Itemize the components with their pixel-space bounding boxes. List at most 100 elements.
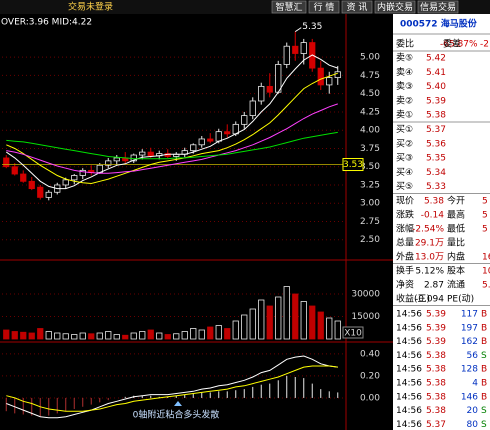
- order-label: 卖⑤: [396, 53, 413, 64]
- volume-bar: [122, 334, 129, 340]
- stat-value: 29.1万: [415, 239, 444, 249]
- trade-price: 5.38: [426, 379, 446, 389]
- y-tick-label: 4.50: [360, 89, 380, 99]
- trade-volume: 56: [467, 351, 479, 361]
- y-tick-label: 15000: [351, 312, 380, 322]
- trade-price: 5.39: [426, 337, 446, 347]
- volume-bar: [275, 296, 282, 340]
- y-tick-label: 3.00: [360, 199, 380, 209]
- summary-value: -65.87%: [440, 40, 478, 50]
- trade-price: 5.39: [426, 323, 446, 333]
- y-tick-label: 5.00: [360, 53, 380, 63]
- toolbar-button[interactable]: [341, 0, 373, 14]
- y-tick-label: 0.40: [360, 349, 380, 359]
- volume-bar: [11, 331, 18, 340]
- volume-bar: [300, 301, 307, 340]
- trade-time: 14:56: [396, 323, 422, 333]
- high-pointer: [294, 27, 302, 33]
- candle-body: [198, 138, 205, 146]
- order-label: 买②: [396, 138, 413, 149]
- toolbar-button-label[interactable]: 信易交易: [420, 1, 456, 13]
- y-tick-label: 3.50: [360, 162, 380, 172]
- trade-price: 5.38: [426, 392, 446, 402]
- volume-bar: [232, 320, 239, 340]
- candle-body: [28, 180, 35, 190]
- volume-bar: [283, 286, 290, 340]
- toolbar-button-label[interactable]: 行 情: [314, 1, 335, 13]
- candle-body: [147, 151, 154, 157]
- trade-side: B: [481, 379, 487, 389]
- trade-price: 5.37: [426, 420, 446, 430]
- stat-value: 5.38: [424, 197, 444, 207]
- volume-bar: [20, 331, 27, 340]
- toolbar-button[interactable]: [417, 0, 459, 14]
- y-tick-label: 0.00: [360, 393, 380, 403]
- trade-side: B: [481, 337, 487, 347]
- indicator-line: [6, 131, 338, 160]
- toolbar-button[interactable]: [374, 0, 416, 14]
- order-label: 买④: [396, 167, 413, 178]
- trade-time: 14:56: [396, 337, 422, 347]
- trade-volume: 80: [467, 420, 479, 430]
- volume-bar: [71, 334, 78, 340]
- volume-bar: [45, 331, 52, 340]
- order-label: 卖①: [396, 110, 413, 121]
- candle-body: [139, 151, 146, 156]
- stat-value: 13.0万: [415, 253, 444, 263]
- toolbar-button[interactable]: [271, 0, 307, 14]
- volume-bar: [190, 328, 197, 340]
- order-price: 5.42: [426, 54, 446, 64]
- stat-label: 内盘: [447, 251, 465, 263]
- candle-body: [249, 100, 256, 116]
- y-tick-label: 30000: [351, 290, 380, 300]
- order-price: 5.38: [426, 111, 446, 121]
- volume-bar: [54, 332, 61, 340]
- indicator-line: [6, 365, 338, 412]
- summary-label: 委差: [443, 38, 461, 50]
- stat-value: 5.6: [482, 281, 490, 291]
- volume-bar: [3, 329, 10, 340]
- order-label: 买①: [396, 124, 413, 135]
- volume-bar: [105, 331, 112, 340]
- order-price: 5.34: [426, 168, 446, 178]
- volume-bar: [241, 314, 248, 340]
- candle-body: [275, 64, 282, 93]
- stat-value: 10: [482, 267, 490, 277]
- volume-bar: [249, 308, 256, 340]
- volume-bar: [207, 326, 214, 340]
- stat-label: 流通: [447, 279, 465, 291]
- order-label: 卖②: [396, 95, 413, 106]
- trade-time: 14:56: [396, 420, 422, 430]
- candle-body: [215, 131, 222, 142]
- stat-value: -0.094: [415, 295, 444, 305]
- y-tick-label: 4.75: [360, 71, 380, 81]
- trade-time: 14:56: [396, 351, 422, 361]
- candle-body: [3, 157, 10, 168]
- toolbar-button-label[interactable]: 内嵌交易: [377, 1, 413, 13]
- candle-body: [45, 191, 52, 198]
- stat-label: 换手: [396, 265, 414, 277]
- candle-body: [283, 45, 290, 65]
- candle-body: [326, 77, 333, 86]
- stat-label: 总量: [396, 237, 414, 249]
- indicator-header: OVER:3.96 MID:4.22: [1, 18, 92, 28]
- trade-price: 5.38: [426, 351, 446, 361]
- stat-value: 16.: [482, 253, 490, 263]
- toolbar-button[interactable]: [308, 0, 340, 14]
- candle-body: [334, 71, 341, 79]
- toolbar-button-label[interactable]: 资 讯: [347, 2, 368, 13]
- volume-bar: [79, 332, 86, 340]
- candle-body: [207, 138, 214, 142]
- candle-body: [11, 166, 18, 175]
- trade-side: B: [481, 365, 487, 375]
- trade-volume: 20: [467, 406, 479, 416]
- candle-body: [71, 175, 78, 181]
- order-price: 5.33: [426, 182, 446, 192]
- toolbar-button-label[interactable]: 智慧汇: [275, 1, 302, 13]
- stat-label: PE(动): [447, 294, 474, 305]
- stat-label: 今开: [447, 195, 465, 207]
- trade-volume: 197: [461, 323, 478, 333]
- stat-label: 最高: [447, 209, 465, 221]
- candle-body: [266, 85, 273, 93]
